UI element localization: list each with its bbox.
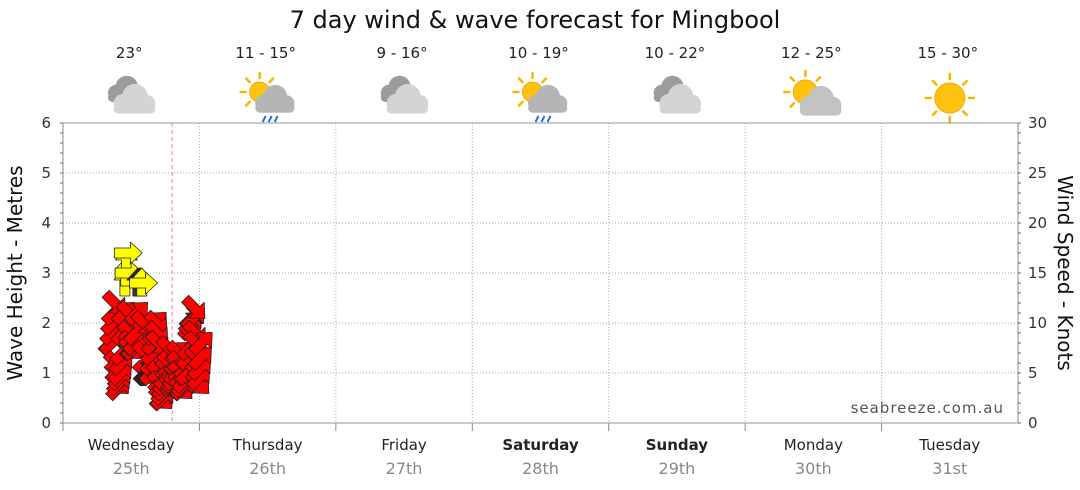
day-date: 30th bbox=[795, 459, 832, 478]
day-name: Sunday bbox=[646, 436, 709, 454]
y-right-label: Wind Speed - Knots bbox=[1053, 175, 1077, 371]
grid bbox=[60, 122, 1021, 424]
day-date: 25th bbox=[113, 459, 150, 478]
day-date: 27th bbox=[386, 459, 423, 478]
y-right-tick: 25 bbox=[1028, 164, 1047, 182]
weather-row: 23° 11 - 15° 9 - 16° 10 - 19° 10 - 22° 12 - 2… bbox=[107, 44, 978, 124]
day-date: 26th bbox=[249, 459, 286, 478]
day-name: Tuesday bbox=[918, 436, 980, 454]
cloud-icon bbox=[653, 75, 702, 114]
cloud-icon bbox=[107, 75, 156, 114]
brand-watermark: seabreeze.com.au bbox=[851, 399, 1004, 417]
day-name: Friday bbox=[381, 436, 427, 454]
y-right-tick: 30 bbox=[1028, 114, 1047, 132]
y-left-label: Wave Height - Metres bbox=[3, 165, 27, 380]
day-labels: Wednesday 25th Thursday 26th Friday 27th Satur… bbox=[62, 423, 980, 478]
day-name: Monday bbox=[784, 436, 843, 454]
day-date: 28th bbox=[522, 459, 559, 478]
day-date: 31st bbox=[932, 459, 967, 478]
wind-arrow bbox=[181, 294, 206, 320]
day-name: Wednesday bbox=[88, 436, 175, 454]
sun-cloud-rain-icon bbox=[512, 71, 568, 123]
day-temp: 11 - 15° bbox=[235, 44, 296, 62]
day-date: 29th bbox=[659, 459, 696, 478]
y-left-ticks: 0 1 2 3 4 5 6 bbox=[41, 114, 51, 432]
chart-title: 7 day wind & wave forecast for Mingbool bbox=[290, 6, 781, 34]
y-left-tick: 6 bbox=[41, 114, 51, 132]
wind-arrow bbox=[129, 271, 159, 295]
y-right-ticks: 0 5 10 15 20 25 30 bbox=[1028, 114, 1047, 432]
y-left-tick: 0 bbox=[41, 414, 51, 432]
day-name: Saturday bbox=[502, 436, 579, 454]
sun-icon bbox=[924, 72, 976, 124]
y-right-tick: 15 bbox=[1028, 264, 1047, 282]
day-temp: 12 - 25° bbox=[781, 44, 842, 62]
day-temp: 9 - 16° bbox=[377, 44, 428, 62]
sun-cloud-rain-icon bbox=[239, 71, 295, 123]
day-temp: 10 - 22° bbox=[645, 44, 706, 62]
y-right-tick: 0 bbox=[1028, 414, 1038, 432]
y-right-tick: 10 bbox=[1028, 314, 1047, 332]
wind-arrows bbox=[97, 241, 213, 412]
day-name: Thursday bbox=[232, 436, 303, 454]
wind-arrow bbox=[113, 241, 143, 265]
day-temp: 15 - 30° bbox=[917, 44, 978, 62]
day-temp: 23° bbox=[116, 44, 143, 62]
y-left-tick: 4 bbox=[41, 214, 51, 232]
y-right-tick: 5 bbox=[1028, 364, 1038, 382]
y-right-tick: 20 bbox=[1028, 214, 1047, 232]
y-left-tick: 3 bbox=[41, 264, 51, 282]
wind-arrow bbox=[188, 331, 213, 357]
y-left-tick: 1 bbox=[41, 364, 51, 382]
y-left-tick: 2 bbox=[41, 314, 51, 332]
cloud-icon bbox=[380, 75, 429, 114]
y-left-tick: 5 bbox=[41, 164, 51, 182]
day-temp: 10 - 19° bbox=[508, 44, 569, 62]
sun-cloud-icon bbox=[783, 69, 842, 116]
